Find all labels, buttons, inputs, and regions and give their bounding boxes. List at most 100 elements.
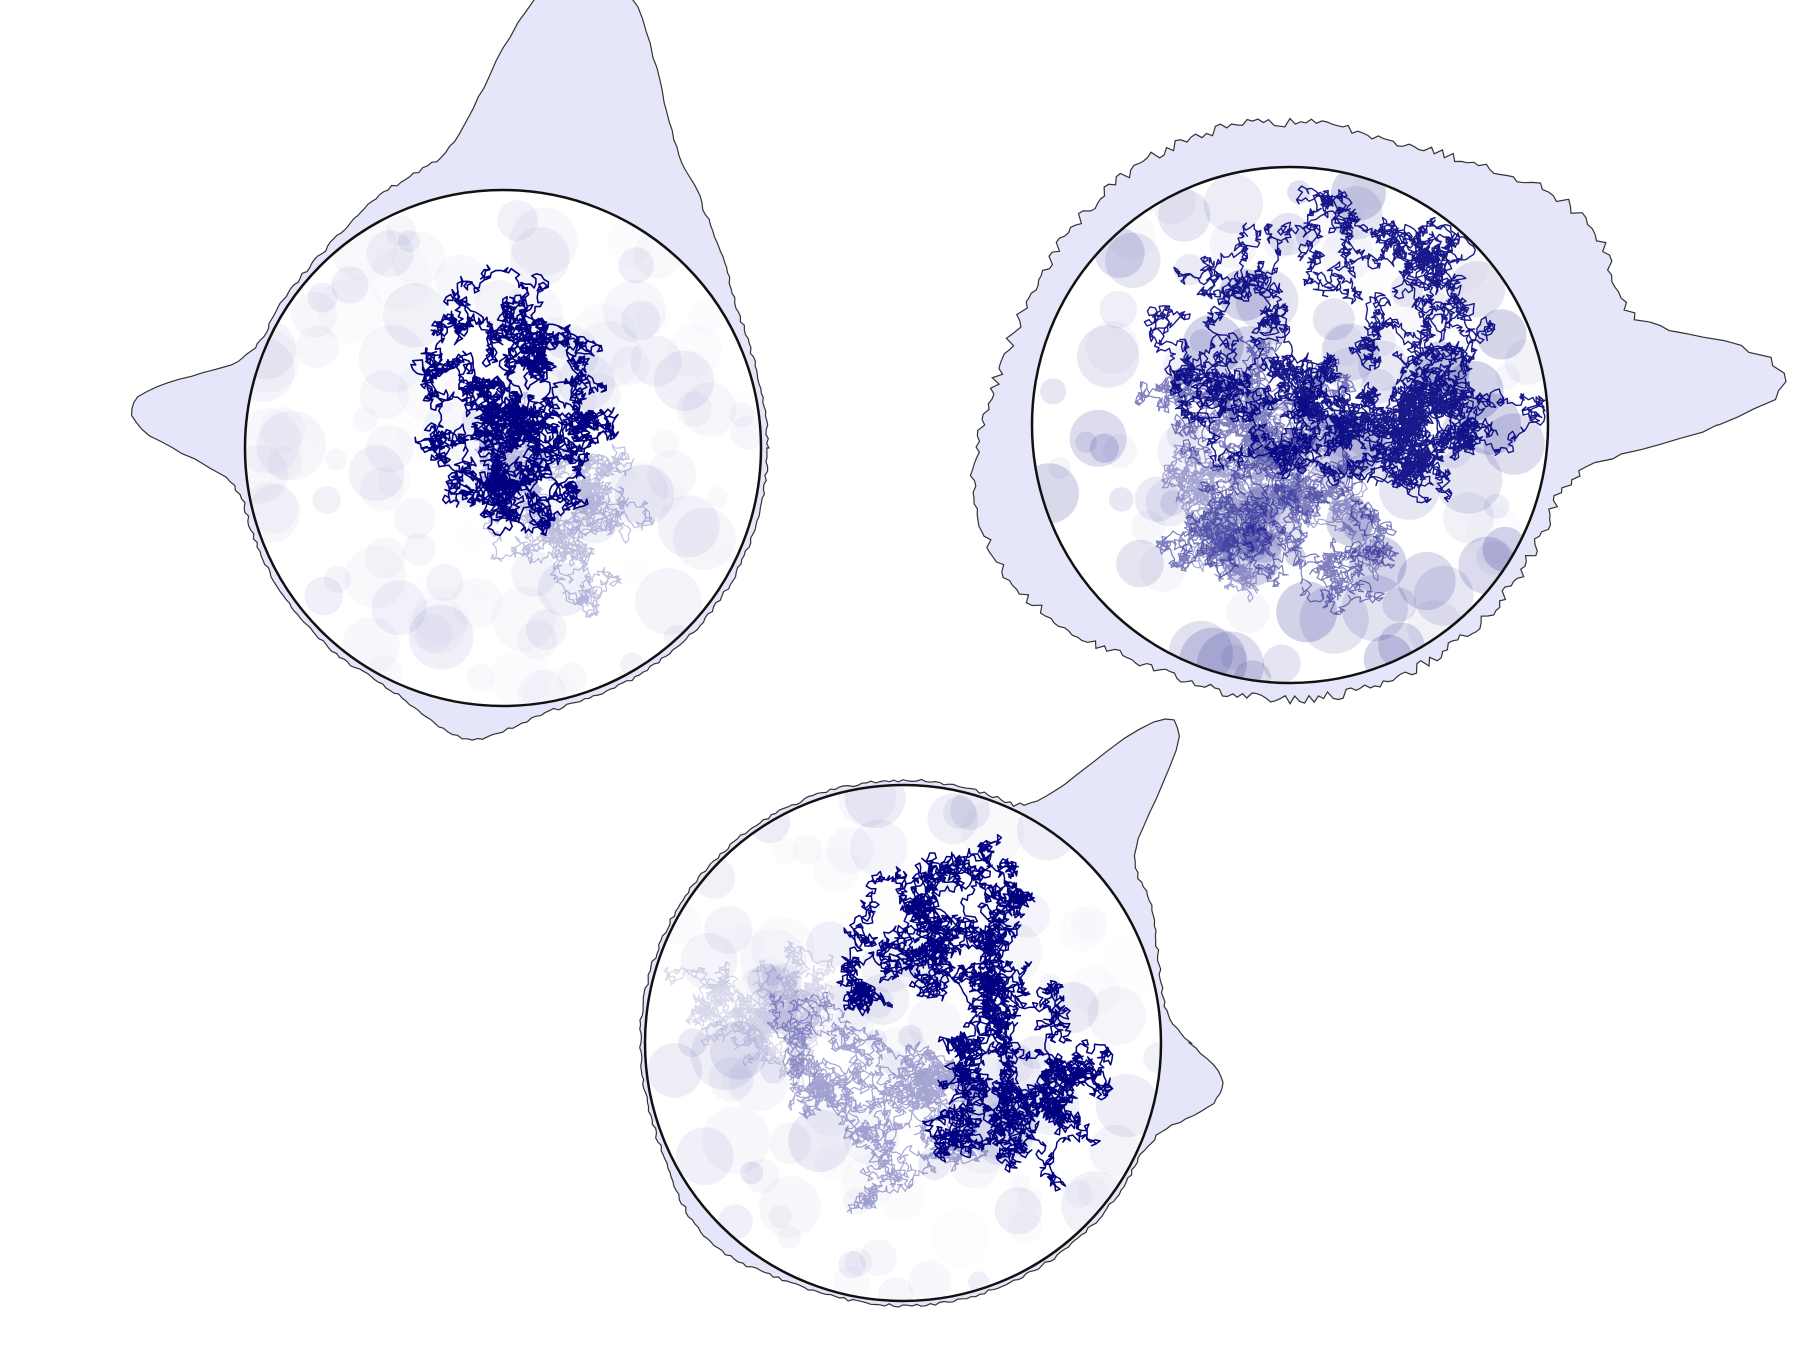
walk-haze — [1134, 476, 1180, 522]
walk-haze — [1299, 584, 1369, 654]
walk-haze — [394, 497, 436, 539]
walk-haze — [672, 507, 736, 571]
walk-haze — [1040, 378, 1067, 405]
walk-haze — [382, 283, 448, 348]
walk-haze — [304, 576, 344, 616]
disk-boundary-bottom — [643, 783, 1163, 1303]
walk-haze — [426, 563, 464, 602]
walk-haze — [1071, 906, 1108, 943]
walk-haze — [931, 1209, 989, 1267]
walk-haze — [325, 449, 347, 471]
walk-haze — [1008, 1210, 1043, 1245]
walk-haze — [647, 1043, 703, 1098]
walk-haze — [927, 793, 979, 845]
walk-haze — [769, 1122, 812, 1164]
walk-haze — [403, 533, 436, 566]
walk-haze — [865, 1029, 888, 1051]
walk-haze — [618, 247, 655, 284]
walk-haze — [307, 282, 338, 313]
walk-haze — [1476, 540, 1511, 575]
walk-path — [663, 940, 836, 1089]
walk-haze — [747, 965, 780, 998]
walk-haze — [365, 537, 406, 578]
walk-haze — [360, 370, 409, 419]
walk-haze — [850, 819, 908, 877]
walk-haze — [385, 215, 417, 247]
walk-haze — [788, 1109, 851, 1172]
walk-haze — [950, 790, 990, 830]
walk-haze — [709, 1021, 769, 1080]
walk-haze — [1262, 644, 1301, 683]
walk-haze — [1382, 587, 1417, 622]
walk-path — [474, 391, 655, 618]
walk-haze — [774, 988, 821, 1036]
walk-haze — [1010, 1173, 1030, 1193]
walk-haze — [324, 566, 351, 594]
walk-haze — [838, 1251, 866, 1279]
walk-haze — [304, 417, 330, 443]
walk-haze — [707, 487, 728, 508]
walk-haze — [397, 229, 421, 253]
walk-haze — [1099, 291, 1138, 329]
walk-haze — [704, 905, 753, 955]
walk-haze — [1434, 446, 1503, 514]
walk-haze — [1108, 487, 1134, 512]
walk-haze — [511, 551, 558, 597]
walk-haze — [678, 1028, 707, 1058]
walk-haze — [1048, 456, 1071, 479]
panel-top-right — [969, 117, 1787, 705]
walk-haze — [740, 1161, 764, 1185]
walk-haze — [657, 495, 720, 558]
walk-path — [836, 834, 1114, 1192]
walk-haze — [635, 568, 702, 635]
walk-haze — [348, 445, 405, 502]
walk-haze — [312, 486, 341, 515]
walk-haze — [760, 1056, 788, 1084]
walk-haze — [260, 407, 305, 452]
walk-haze — [721, 1066, 754, 1099]
walk-haze — [878, 1277, 914, 1301]
walk-haze — [630, 335, 682, 387]
walk-path — [766, 991, 989, 1215]
walk-haze — [1145, 479, 1194, 527]
walk-haze — [371, 580, 427, 636]
walk-haze — [1443, 492, 1495, 544]
walk-haze — [360, 468, 404, 512]
disk-boundary-top-right — [1030, 165, 1550, 685]
walk-haze — [256, 410, 327, 481]
disk-boundary-top-left — [243, 188, 763, 708]
walk-haze — [1047, 982, 1099, 1033]
walk-haze — [880, 1050, 907, 1076]
walk-haze — [690, 1020, 761, 1090]
walk-haze — [1189, 329, 1214, 354]
walk-haze — [1069, 409, 1127, 467]
walk-haze — [1061, 1171, 1129, 1239]
walk-haze — [408, 604, 474, 670]
walk-haze — [409, 597, 466, 654]
walk-haze — [1220, 644, 1247, 670]
walk-haze — [1203, 174, 1264, 234]
walk-haze — [331, 266, 369, 304]
walk-haze — [765, 963, 803, 1000]
walk-haze — [1397, 551, 1456, 611]
walk-haze — [547, 495, 587, 536]
random-walk-bottom — [647, 785, 1161, 1301]
walk-haze — [880, 1176, 925, 1221]
walk-haze — [761, 964, 784, 987]
walk-haze — [675, 1127, 734, 1185]
walk-haze — [1089, 1124, 1141, 1177]
walk-haze — [1483, 493, 1510, 519]
walk-haze — [1326, 498, 1374, 546]
walk-haze — [1089, 433, 1120, 463]
walk-haze — [1483, 413, 1545, 475]
walk-path — [1134, 335, 1400, 616]
walk-haze — [497, 200, 538, 241]
walk-haze — [1076, 325, 1140, 388]
walk-haze — [366, 230, 414, 278]
walk-haze — [772, 837, 799, 864]
walk-haze — [526, 609, 567, 650]
walk-haze — [898, 1024, 923, 1050]
walk-path — [1161, 392, 1389, 603]
walk-haze — [653, 350, 715, 411]
